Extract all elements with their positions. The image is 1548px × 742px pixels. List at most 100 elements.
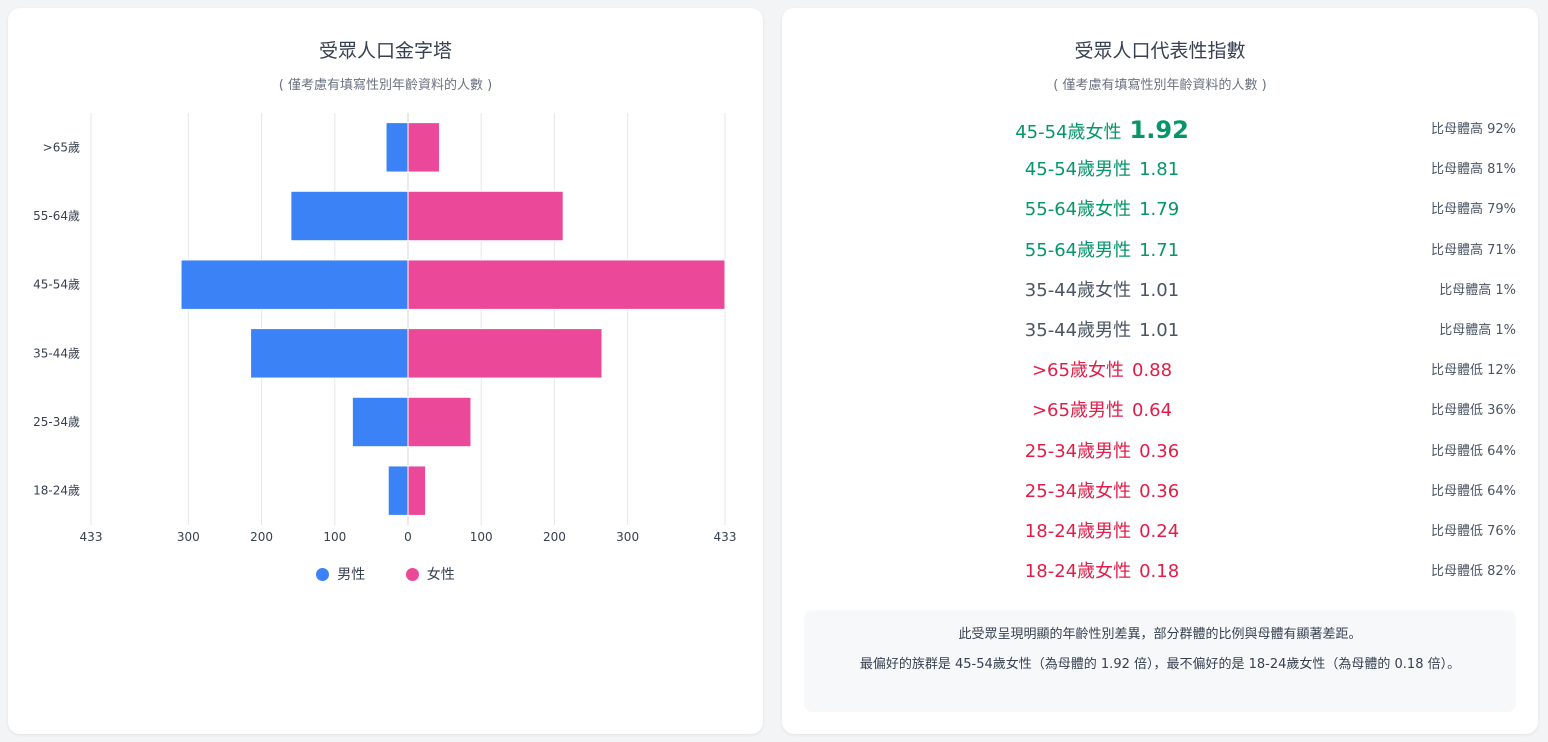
rep-index-value: 0.64 [1131, 400, 1173, 422]
rep-index-value: 1.81 [1139, 159, 1180, 181]
rep-group-label: >65歲女性 0.88 [782, 351, 1422, 391]
rep-group-label: 25-34歲女性 0.36 [782, 472, 1422, 512]
summary-line-2: 最偏好的族群是 45-54歲女性（為母體的 1.92 倍），最不偏好的是 18-… [859, 657, 1461, 672]
rep-index-value: 0.36 [1139, 480, 1180, 502]
rep-group-name: 18-24歲男性 [1024, 521, 1132, 542]
bar-female [407, 328, 603, 379]
bar-male [387, 465, 409, 516]
rep-diff-text: 比母體高 79% [1430, 202, 1516, 218]
rep-row: 35-44歲女性 1.01 比母體高 1% [782, 271, 1538, 311]
rep-group-name: 55-64歲男性 [1024, 239, 1132, 261]
x-tick-label: 433 [80, 530, 103, 544]
legend-label-male: 男性 [337, 567, 366, 583]
rep-group-name: 45-54歲女性 [1015, 122, 1122, 143]
rep-group-label: 45-54歲男性 1.81 [782, 150, 1422, 190]
rep-group-name: 25-34歲男性 [1024, 440, 1132, 462]
rep-group-label: 18-24歲女性 0.18 [782, 552, 1422, 592]
rep-group-label: 35-44歲女性 1.01 [782, 271, 1422, 311]
bar-female [407, 122, 440, 173]
rep-group-label: 25-34歲男性 0.36 [782, 432, 1422, 472]
rep-diff-text: 比母體低 64% [1430, 483, 1516, 499]
rep-group-name: >65歲男性 [1031, 400, 1124, 422]
rep-index-value: 1.01 [1139, 320, 1180, 341]
bar-male [180, 259, 409, 310]
rep-row: 45-54歲男性 1.81 比母體高 81% [782, 150, 1538, 190]
rep-row: >65歲女性 0.88 比母體低 12% [782, 351, 1538, 391]
rep-index-value: 1.01 [1139, 279, 1180, 301]
rep-diff-text: 比母體低 64% [1430, 443, 1516, 459]
rep-group-name: 25-34歲女性 [1024, 480, 1132, 502]
legend-item-male[interactable]: 男性 [316, 564, 365, 584]
bar-male [385, 122, 409, 173]
rep-group-name: 35-44歲男性 [1024, 320, 1132, 341]
rep-row: 35-44歲男性 1.01 比母體高 1% [782, 311, 1538, 351]
x-tick-label: 433 [714, 530, 737, 544]
rep-row: 25-34歲女性 0.36 比母體低 64% [782, 472, 1538, 512]
summary-line-1: 此受眾呈現明顯的年齡性別差異，部分群體的比例與母體有顯著差距。 [958, 627, 1362, 642]
rep-row: 25-34歲男性 0.36 比母體低 64% [782, 432, 1538, 472]
rep-diff-text: 比母體低 82% [1430, 564, 1516, 580]
rep-index-value: 0.18 [1139, 561, 1180, 583]
rep-index-value: 1.71 [1139, 239, 1180, 261]
rep-index-value: 1.79 [1139, 199, 1180, 221]
x-tick-label: 200 [250, 530, 273, 544]
rep-row: 18-24歲男性 0.24 比母體低 76% [782, 512, 1538, 552]
pyramid-title: 受眾人口金字塔 [318, 40, 452, 62]
rep-group-name: 18-24歲女性 [1024, 561, 1132, 583]
x-tick-label: 200 [543, 530, 566, 544]
summary-box: 此受眾呈現明顯的年齡性別差異，部分群體的比例與母體有顯著差距。 最偏好的族群是 … [804, 610, 1516, 712]
bar-male [351, 396, 409, 448]
rep-group-label: 18-24歲男性 0.24 [782, 512, 1422, 552]
rep-group-label: 45-54歲女性 1.92 [782, 110, 1422, 153]
rep-diff-text: 比母體高 1% [1439, 282, 1516, 298]
bar-female [407, 190, 564, 242]
rep-diff-text: 比母體高 92% [1430, 122, 1516, 137]
rep-row: >65歲男性 0.64 比母體低 36% [782, 391, 1538, 431]
rep-diff-text: 比母體低 12% [1430, 363, 1516, 379]
legend-dot-female [405, 567, 419, 581]
bar-female [407, 465, 427, 516]
rep-subtitle: ( 僅考慮有填寫性別年齡資料的人數 ) [1053, 78, 1267, 93]
rep-index-value: 0.24 [1139, 521, 1180, 542]
y-tick-label: 25-34歲 [33, 415, 80, 429]
y-tick-label: 55-64歲 [33, 209, 80, 223]
legend-item-female[interactable]: 女性 [405, 564, 455, 584]
rep-group-name: 55-64歲女性 [1024, 199, 1132, 221]
y-tick-label: 18-24歲 [33, 484, 80, 498]
pyramid-subtitle: ( 僅考慮有填寫性別年齡資料的人數 ) [278, 78, 493, 93]
rep-group-label: 35-44歲男性 1.01 [782, 311, 1422, 351]
rep-row: 45-54歲女性 1.92 比母體高 92% [782, 110, 1538, 150]
rep-index-value: 0.88 [1131, 360, 1173, 382]
y-tick-label: >65歲 [43, 140, 80, 154]
rep-diff-text: 比母體高 1% [1439, 323, 1516, 338]
rep-index-value: 0.36 [1139, 440, 1180, 462]
x-tick-label: 0 [404, 530, 412, 544]
legend-label-female: 女性 [426, 567, 455, 583]
rep-group-name: 45-54歲男性 [1024, 159, 1132, 181]
y-tick-label: 45-54歲 [33, 278, 80, 292]
population-pyramid-card: 受眾人口金字塔 ( 僅考慮有填寫性別年齡資料的人數 ) 433 300 200 100… [8, 8, 763, 734]
x-tick-label: 100 [470, 530, 493, 544]
rep-diff-text: 比母體低 76% [1430, 524, 1516, 539]
rep-title: 受眾人口代表性指數 [1074, 40, 1246, 62]
bar-male [250, 328, 409, 379]
bar-male [290, 190, 409, 242]
rep-diff-text: 比母體高 81% [1430, 162, 1516, 178]
x-tick-label: 300 [616, 530, 639, 544]
pyramid-chart: 433 300 200 100 0 100 200 300 433 >65歲 55-64歲 45-54… [33, 113, 737, 544]
rep-group-label: 55-64歲女性 1.79 [782, 190, 1422, 230]
bar-female [407, 259, 726, 310]
rep-group-label: 55-64歲男性 1.71 [782, 231, 1422, 271]
rep-row: 18-24歲女性 0.18 比母體低 82% [782, 552, 1538, 592]
rep-group-name: >65歲女性 [1031, 360, 1124, 382]
pyramid-legend: 男性 女性 [8, 564, 763, 585]
rep-diff-text: 比母體低 36% [1430, 403, 1516, 419]
representativeness-card: 受眾人口代表性指數 ( 僅考慮有填寫性別年齡資料的人數 ) 45-54歲女性 1.… [782, 8, 1538, 734]
y-tick-label: 35-44歲 [33, 346, 80, 360]
x-tick-label: 300 [177, 530, 200, 544]
rep-diff-text: 比母體高 71% [1430, 242, 1516, 258]
rep-index-value: 1.92 [1129, 116, 1189, 144]
legend-dot-male [316, 567, 330, 581]
rep-row: 55-64歲女性 1.79 比母體高 79% [782, 190, 1538, 230]
bar-female [407, 396, 472, 448]
